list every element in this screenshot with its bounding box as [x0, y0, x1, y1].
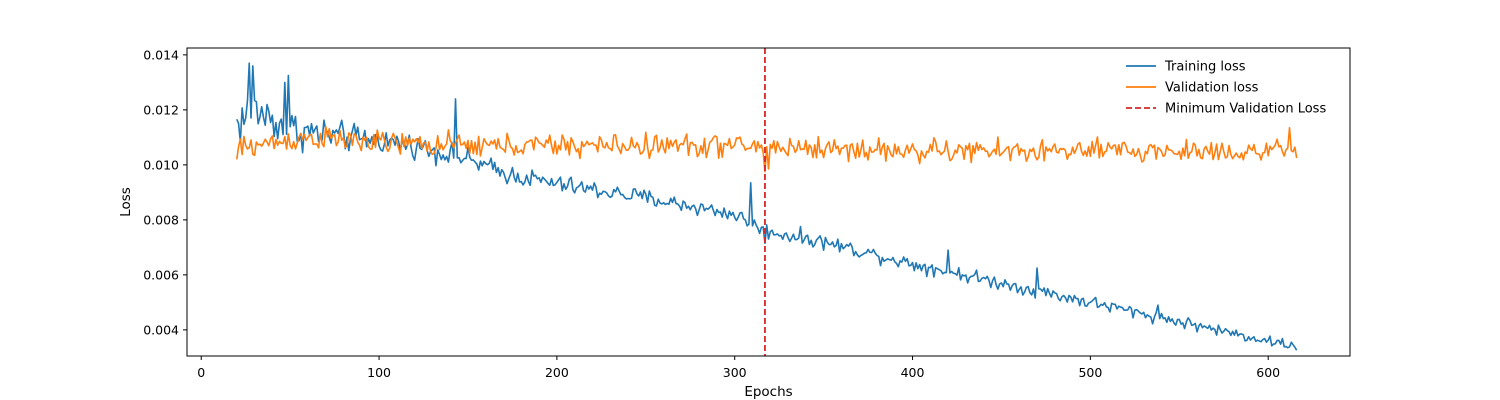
legend-label: Minimum Validation Loss [1165, 102, 1326, 117]
y-axis-title: Loss [118, 187, 134, 217]
y-axis-ticks: 0.004 0.006 0.008 0.010 0.012 0.014 [143, 47, 187, 337]
x-tick-label: 400 [901, 365, 925, 380]
y-tick-label: 0.014 [143, 47, 179, 62]
series-line-validation-loss [235, 125, 1298, 173]
y-tick-label: 0.012 [143, 102, 179, 117]
plot-frame [186, 47, 1351, 357]
y-tick-label: 0.008 [143, 212, 179, 227]
y-tick-label: 0.010 [143, 157, 179, 172]
legend: Training loss Validation loss Minimum Vali… [1126, 60, 1326, 117]
x-tick-label: 100 [367, 365, 391, 380]
legend-label: Training loss [1164, 60, 1246, 75]
y-tick-label: 0.004 [143, 322, 179, 337]
x-tick-label: 600 [1256, 365, 1280, 380]
x-tick-label: 300 [723, 365, 747, 380]
x-axis-ticks: 0 100 200 300 400 500 600 [197, 356, 1280, 380]
y-tick-label: 0.006 [143, 267, 179, 282]
plot-lines [235, 48, 1298, 356]
x-tick-label: 0 [197, 365, 205, 380]
x-axis-title: Epochs [744, 384, 792, 400]
series-line-training-loss [236, 62, 1298, 351]
legend-label: Validation loss [1165, 81, 1259, 96]
x-tick-label: 500 [1078, 365, 1102, 380]
x-tick-label: 200 [545, 365, 569, 380]
